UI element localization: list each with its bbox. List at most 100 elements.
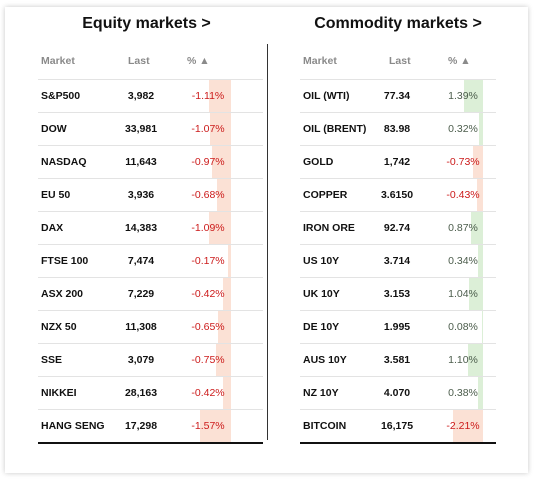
market-name[interactable]: EU 50 <box>41 189 71 201</box>
change-bar <box>217 179 231 211</box>
change-bar <box>482 311 483 343</box>
last-value: 77.34 <box>383 90 411 102</box>
change-bar <box>473 146 483 178</box>
table-row[interactable]: EU 50 3,936 -0.68% <box>38 179 263 212</box>
market-name[interactable]: OIL (BRENT) <box>303 123 367 135</box>
commodity-header-pct[interactable]: % ▲ <box>448 55 471 67</box>
last-value: 7,474 <box>127 255 155 267</box>
percent-change: -0.73% <box>446 156 480 168</box>
table-row[interactable]: GOLD 1,742 -0.73% <box>300 146 496 179</box>
market-name[interactable]: FTSE 100 <box>41 255 89 267</box>
table-row[interactable]: NZX 50 11,308 -0.65% <box>38 311 263 344</box>
change-bar <box>479 113 483 145</box>
equity-header-last[interactable]: Last <box>128 55 150 67</box>
last-value: 3,079 <box>127 354 155 366</box>
change-bar <box>477 179 483 211</box>
table-row[interactable]: SSE 3,079 -0.75% <box>38 344 263 377</box>
last-value: 17,298 <box>124 420 158 432</box>
change-bar <box>212 146 231 178</box>
last-value: 28,163 <box>124 387 158 399</box>
percent-change: -2.21% <box>446 420 480 432</box>
percent-change: -1.07% <box>191 123 225 135</box>
market-name[interactable]: IRON ORE <box>303 222 355 234</box>
last-value: 4.070 <box>383 387 411 399</box>
market-name[interactable]: COPPER <box>303 189 348 201</box>
change-bar <box>464 80 483 112</box>
percent-change: -0.42% <box>191 387 225 399</box>
equity-panel: Equity markets > Market Last % ▲ S&P500 3… <box>38 7 263 444</box>
change-bar <box>223 377 231 409</box>
table-row[interactable]: NIKKEI 28,163 -0.42% <box>38 377 263 410</box>
last-value: 3,936 <box>127 189 155 201</box>
table-row[interactable]: S&P500 3,982 -1.11% <box>38 80 263 113</box>
table-row[interactable]: NASDAQ 11,643 -0.97% <box>38 146 263 179</box>
market-name[interactable]: US 10Y <box>303 255 340 267</box>
table-row[interactable]: FTSE 100 7,474 -0.17% <box>38 245 263 278</box>
last-value: 83.98 <box>383 123 411 135</box>
table-row[interactable]: OIL (BRENT) 83.98 0.32% <box>300 113 496 146</box>
commodity-table-header: Market Last % ▲ <box>300 43 496 80</box>
last-value: 7,229 <box>127 288 155 300</box>
equity-markets-link[interactable]: Equity markets > <box>82 15 211 32</box>
market-name[interactable]: NZ 10Y <box>303 387 339 399</box>
market-name[interactable]: OIL (WTI) <box>303 90 350 102</box>
table-row[interactable]: IRON ORE 92.74 0.87% <box>300 212 496 245</box>
equity-header-pct[interactable]: % ▲ <box>187 55 210 67</box>
market-name[interactable]: BITCOIN <box>303 420 347 432</box>
percent-change: -0.68% <box>191 189 225 201</box>
table-row[interactable]: AUS 10Y 3.581 1.10% <box>300 344 496 377</box>
percent-change: 0.34% <box>448 255 478 267</box>
percent-change: 1.10% <box>448 354 478 366</box>
percent-change: 1.04% <box>448 288 478 300</box>
change-bar <box>478 377 483 409</box>
change-bar <box>453 410 483 442</box>
market-name[interactable]: DOW <box>41 123 67 135</box>
commodity-header-last[interactable]: Last <box>389 55 411 67</box>
market-name[interactable]: NASDAQ <box>41 156 87 168</box>
table-row[interactable]: NZ 10Y 4.070 0.38% <box>300 377 496 410</box>
change-bar <box>223 278 231 310</box>
last-value: 14,383 <box>124 222 158 234</box>
market-name[interactable]: AUS 10Y <box>303 354 347 366</box>
percent-change: -1.11% <box>191 90 225 102</box>
market-name[interactable]: GOLD <box>303 156 334 168</box>
table-row[interactable]: BITCOIN 16,175 -2.21% <box>300 410 496 444</box>
table-row[interactable]: DAX 14,383 -1.09% <box>38 212 263 245</box>
market-name[interactable]: NZX 50 <box>41 321 77 333</box>
change-bar <box>478 245 483 277</box>
change-bar <box>210 113 231 145</box>
percent-change: 0.08% <box>448 321 478 333</box>
market-name[interactable]: DE 10Y <box>303 321 340 333</box>
table-row[interactable]: UK 10Y 3.153 1.04% <box>300 278 496 311</box>
change-bar <box>209 80 231 112</box>
table-row[interactable]: COPPER 3.6150 -0.43% <box>300 179 496 212</box>
percent-change: -1.09% <box>191 222 225 234</box>
table-row[interactable]: DE 10Y 1.995 0.08% <box>300 311 496 344</box>
change-bar <box>469 278 483 310</box>
market-name[interactable]: NIKKEI <box>41 387 77 399</box>
percent-change: 0.38% <box>448 387 478 399</box>
table-row[interactable]: DOW 33,981 -1.07% <box>38 113 263 146</box>
table-row[interactable]: HANG SENG 17,298 -1.57% <box>38 410 263 444</box>
market-name[interactable]: SSE <box>41 354 63 366</box>
table-row[interactable]: OIL (WTI) 77.34 1.39% <box>300 80 496 113</box>
percent-change: -0.97% <box>191 156 225 168</box>
change-bar <box>228 245 231 277</box>
last-value: 11,308 <box>125 321 157 333</box>
percent-change: -0.42% <box>191 288 225 300</box>
change-bar <box>209 212 231 244</box>
percent-change: -0.17% <box>191 255 225 267</box>
market-name[interactable]: UK 10Y <box>303 288 340 300</box>
market-name[interactable]: DAX <box>41 222 64 234</box>
percent-change: -0.75% <box>191 354 225 366</box>
commodity-markets-link[interactable]: Commodity markets > <box>314 15 482 32</box>
table-row[interactable]: US 10Y 3.714 0.34% <box>300 245 496 278</box>
percent-change: 0.32% <box>448 123 478 135</box>
equity-header-market[interactable]: Market <box>41 55 75 67</box>
table-row[interactable]: ASX 200 7,229 -0.42% <box>38 278 263 311</box>
change-bar <box>216 344 231 376</box>
commodity-header-market[interactable]: Market <box>303 55 337 67</box>
market-name[interactable]: S&P500 <box>41 90 81 102</box>
market-name[interactable]: HANG SENG <box>41 420 105 432</box>
market-name[interactable]: ASX 200 <box>41 288 84 300</box>
